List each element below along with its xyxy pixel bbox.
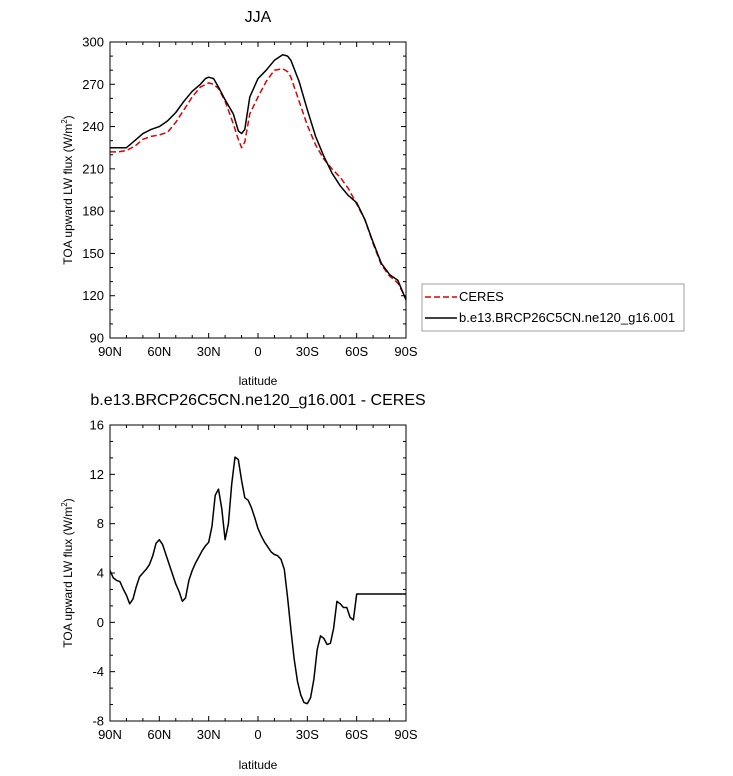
- bottom-chart-frame: [109, 424, 407, 722]
- y-tick-label: 150: [82, 246, 104, 261]
- series-line-0: [109, 456, 406, 705]
- x-tick-label: 90S: [394, 727, 417, 742]
- x-tick-label: 90N: [98, 344, 122, 359]
- x-tick-label: 30S: [296, 727, 319, 742]
- series-line-1: [110, 53, 407, 301]
- y-tick-label: 180: [82, 204, 104, 219]
- legend: CERES b.e13.BRCP26C5CN.ne120_g16.001: [421, 283, 685, 332]
- legend-label-model: b.e13.BRCP26C5CN.ne120_g16.001: [459, 310, 675, 325]
- bottom-chart-ylabel-sup: 2: [60, 502, 69, 507]
- top-chart-ylabel: TOA upward LW flux (W/m2): [60, 115, 75, 264]
- y-tick-label: -8: [92, 714, 104, 729]
- y-tick-label: 90: [90, 331, 104, 346]
- x-tick-label: 30N: [197, 344, 221, 359]
- bottom-chart: b.e13.BRCP26C5CN.ne120_g16.001 - CERES 9…: [60, 392, 426, 772]
- top-chart-ticks: [109, 41, 407, 339]
- top-chart-title: JJA: [245, 9, 272, 26]
- x-tick-label: 60N: [147, 344, 171, 359]
- bottom-chart-ylabel-base: TOA upward LW flux (W/m: [61, 507, 75, 648]
- top-chart: JJA 90N 60N 30N 0 30S 60S 90S 90 120 150 180 210 24…: [60, 9, 685, 388]
- x-tick-label: 0: [254, 344, 261, 359]
- bottom-chart-series: [109, 456, 406, 705]
- top-chart-ylabel-sup: 2: [60, 119, 69, 124]
- top-chart-ylabel-base: TOA upward LW flux (W/m: [61, 124, 75, 265]
- top-chart-series: [110, 53, 407, 301]
- bottom-chart-ticks: [109, 424, 407, 722]
- legend-box: [421, 283, 685, 332]
- y-tick-label: -4: [92, 664, 104, 679]
- x-tick-label: 90N: [98, 727, 122, 742]
- top-chart-y-tick-labels: 90 120 150 180 210 240 270 300: [82, 35, 104, 346]
- top-chart-ylabel-close: ): [61, 115, 75, 119]
- y-tick-label: 270: [82, 77, 104, 92]
- y-tick-label: 16: [90, 418, 104, 433]
- legend-label-ceres: CERES: [459, 289, 504, 304]
- top-chart-xlabel: latitude: [239, 374, 278, 388]
- x-tick-label: 60N: [147, 727, 171, 742]
- x-tick-label: 30S: [296, 344, 319, 359]
- y-tick-label: 240: [82, 119, 104, 134]
- y-tick-label: 120: [82, 288, 104, 303]
- x-tick-label: 0: [254, 727, 261, 742]
- x-tick-label: 60S: [345, 344, 368, 359]
- top-chart-frame: [109, 41, 407, 339]
- x-tick-label: 30N: [197, 727, 221, 742]
- bottom-chart-ylabel-close: ): [61, 498, 75, 502]
- x-tick-label: 60S: [345, 727, 368, 742]
- bottom-chart-xlabel: latitude: [239, 758, 278, 772]
- x-tick-label: 90S: [394, 344, 417, 359]
- bottom-chart-ylabel: TOA upward LW flux (W/m2): [60, 498, 75, 647]
- y-tick-label: 300: [82, 35, 104, 50]
- bottom-chart-y-tick-labels: -8 -4 0 4 8 12 16: [90, 418, 104, 729]
- bottom-chart-x-tick-labels: 90N 60N 30N 0 30S 60S 90S: [98, 727, 418, 742]
- series-line-0: [110, 68, 407, 299]
- y-tick-label: 12: [90, 467, 104, 482]
- y-tick-label: 8: [97, 516, 104, 531]
- top-chart-x-tick-labels: 90N 60N 30N 0 30S 60S 90S: [98, 344, 418, 359]
- y-tick-label: 0: [97, 615, 104, 630]
- y-tick-label: 210: [82, 161, 104, 176]
- bottom-chart-title: b.e13.BRCP26C5CN.ne120_g16.001 - CERES: [90, 392, 425, 409]
- y-tick-label: 4: [97, 566, 104, 581]
